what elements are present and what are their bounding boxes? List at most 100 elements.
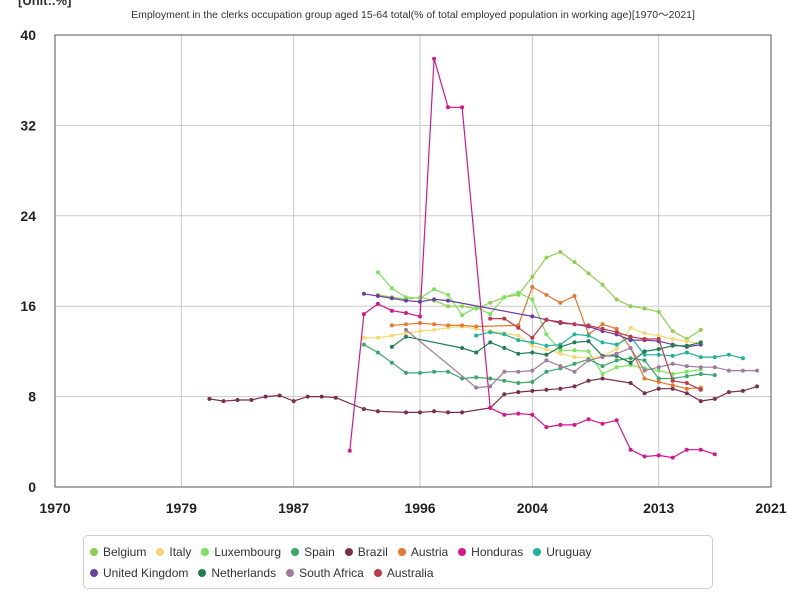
data-point-netherlands (698, 340, 703, 345)
data-point-austria (474, 324, 479, 329)
data-point-united-kingdom (446, 298, 451, 303)
y-tick-label: 0 (28, 479, 36, 495)
data-point-brazil (712, 396, 717, 401)
data-point-luxembourg (446, 292, 451, 297)
data-point-spain (404, 370, 408, 375)
data-point-netherlands (586, 339, 591, 344)
data-point-honduras (375, 301, 380, 306)
data-point-south-africa (502, 369, 507, 374)
legend-item-netherlands[interactable]: Netherlands (198, 562, 276, 583)
legend-item-australia[interactable]: Australia (373, 562, 434, 583)
data-point-united-kingdom (628, 338, 633, 343)
data-point-uruguay (614, 342, 619, 347)
data-point-italy (418, 329, 422, 334)
data-point-brazil (558, 386, 563, 391)
legend-item-brazil[interactable]: Brazil (344, 541, 388, 562)
legend-label: Uruguay (546, 544, 592, 559)
data-point-australia (586, 323, 591, 328)
x-tick-label: 2013 (643, 500, 674, 516)
data-point-italy (404, 331, 408, 336)
legend-item-south-africa[interactable]: South Africa (286, 562, 364, 583)
data-point-south-africa (516, 369, 521, 374)
data-point-luxembourg (684, 369, 689, 374)
legend-swatch (201, 547, 210, 556)
data-point-south-africa (670, 361, 675, 366)
data-point-australia (558, 320, 563, 324)
data-point-netherlands (460, 346, 465, 350)
legend-item-uruguay[interactable]: Uruguay (533, 541, 592, 562)
series-line-brazil (209, 377, 758, 413)
legend-item-honduras[interactable]: Honduras (458, 541, 523, 562)
data-point-austria (642, 376, 647, 381)
data-point-brazil (432, 409, 437, 414)
x-tick-label: 1970 (39, 500, 70, 516)
data-point-brazil (418, 410, 422, 415)
data-point-luxembourg (600, 372, 605, 376)
data-point-brazil (755, 384, 759, 389)
chart-title: Employment in the clerks occupation grou… (131, 9, 695, 21)
data-point-australia (516, 325, 521, 330)
legend-label: Brazil (357, 544, 388, 559)
data-point-brazil (305, 394, 310, 399)
data-point-netherlands (544, 352, 549, 357)
data-point-honduras (698, 447, 703, 452)
legend-label: Austria (410, 544, 449, 559)
data-point-uruguay (474, 333, 479, 338)
y-tick-label: 24 (20, 208, 36, 224)
data-point-italy (516, 333, 521, 338)
data-point-brazil (277, 393, 282, 398)
legend-item-austria[interactable]: Austria (397, 541, 449, 562)
data-point-netherlands (656, 347, 661, 352)
data-point-spain (544, 369, 549, 374)
data-point-spain (698, 372, 703, 376)
data-point-australia (614, 330, 619, 335)
x-tick-label: 1996 (404, 500, 435, 516)
legend-item-belgium[interactable]: Belgium (90, 541, 146, 562)
data-point-belgium (460, 304, 465, 309)
series-line-australia (490, 318, 702, 391)
legend-item-spain[interactable]: Spain (291, 541, 335, 562)
data-point-austria (530, 285, 535, 289)
data-point-austria (600, 322, 605, 327)
data-point-united-kingdom (404, 298, 408, 303)
data-point-luxembourg (544, 332, 549, 337)
data-point-spain (614, 358, 619, 363)
data-point-austria (572, 294, 577, 298)
y-tick-label: 16 (20, 298, 36, 314)
legend-item-italy[interactable]: Italy (156, 541, 191, 562)
data-point-spain (502, 378, 507, 383)
data-point-belgium (656, 309, 661, 314)
data-point-australia (502, 316, 507, 321)
data-point-belgium (642, 306, 647, 311)
data-point-honduras (642, 454, 647, 459)
data-point-united-kingdom (389, 296, 394, 301)
data-point-australia (488, 316, 493, 321)
data-point-brazil (502, 392, 507, 397)
data-point-netherlands (684, 343, 689, 348)
data-point-spain (488, 376, 493, 381)
data-point-honduras (516, 411, 521, 416)
data-point-spain (446, 369, 451, 374)
data-point-brazil (207, 396, 212, 401)
data-point-brazil (642, 391, 647, 396)
data-point-brazil (235, 398, 240, 402)
data-point-brazil (375, 409, 380, 414)
data-point-uruguay (656, 352, 661, 357)
data-point-luxembourg (656, 368, 661, 373)
data-point-south-africa (474, 385, 479, 390)
data-point-belgium (558, 250, 563, 254)
legend-item-united-kingdom[interactable]: United Kingdom (90, 562, 188, 583)
legend-item-luxembourg[interactable]: Luxembourg (201, 541, 281, 562)
data-point-south-africa (726, 368, 731, 373)
data-point-italy (432, 327, 437, 332)
series-line-luxembourg (377, 271, 701, 375)
data-point-italy (375, 335, 380, 340)
data-point-belgium (544, 255, 549, 260)
data-point-spain (389, 360, 394, 365)
data-point-uruguay (488, 330, 493, 335)
data-point-austria (544, 292, 549, 297)
data-point-brazil (572, 384, 577, 389)
x-tick-label: 1979 (166, 500, 197, 516)
data-point-brazil (698, 399, 703, 404)
data-point-netherlands (628, 360, 633, 365)
